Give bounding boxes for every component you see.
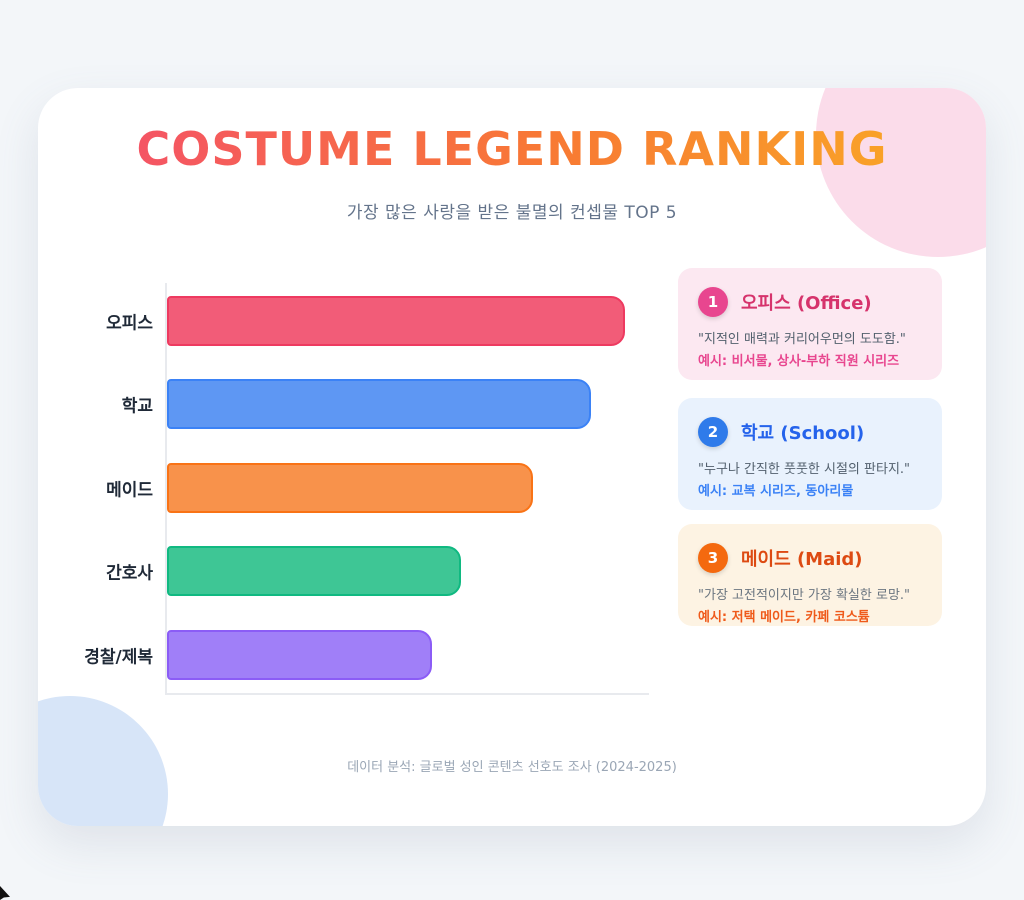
- rank-3-badge: 3: [698, 543, 728, 573]
- bar-row-police: 경찰/제복: [84, 630, 649, 680]
- bar-label: 메이드: [106, 480, 153, 501]
- rank-card-office: 1 오피스 (Office) "지적인 매력과 커리어우먼의 도도함." 예시:…: [678, 268, 942, 380]
- rank-card-quote: "가장 고전적이지만 가장 확실한 로망.": [698, 588, 911, 603]
- bar-label: 간호사: [106, 563, 153, 584]
- rank-card-title: 학교 (School): [741, 423, 865, 444]
- bar-row-nurse: 간호사: [106, 546, 649, 596]
- rank-card-example: 예시: 저택 메이드, 카페 코스튬: [698, 610, 870, 625]
- bar-label: 학교: [121, 396, 153, 417]
- rank-card-title: 메이드 (Maid): [741, 549, 863, 570]
- rank-card-example: 예시: 비서물, 상사-부하 직원 시리즈: [698, 354, 900, 369]
- rank-card-header: 3 메이드 (Maid): [698, 543, 922, 573]
- rank-card-maid: 3 메이드 (Maid) "가장 고전적이지만 가장 확실한 로망." 예시: …: [678, 524, 942, 626]
- page-title: COSTUME LEGEND RANKING: [38, 120, 986, 178]
- data-source-note: 데이터 분석: 글로벌 성인 콘텐츠 선호도 조사 (2024-2025): [347, 760, 677, 775]
- bar-office: [167, 296, 625, 346]
- rank-card-school: 2 학교 (School) "누구나 간직한 풋풋한 시절의 판타지." 예시:…: [678, 398, 942, 510]
- bar-chart: 오피스 학교 메이드 간호사 경찰/제복: [84, 283, 649, 695]
- rank-card-header: 1 오피스 (Office): [698, 287, 922, 317]
- rank-card-quote: "누구나 간직한 풋풋한 시절의 판타지.": [698, 462, 911, 477]
- rank-card-header: 2 학교 (School): [698, 417, 922, 447]
- bar-maid: [167, 463, 534, 513]
- bar-row-maid: 메이드: [106, 463, 649, 513]
- bar-nurse: [167, 546, 462, 596]
- infographic-card: COSTUME LEGEND RANKING 가장 많은 사랑을 받은 불멸의 …: [38, 88, 986, 826]
- bar-row-office: 오피스: [106, 296, 649, 346]
- rank-card-example: 예시: 교복 시리즈, 동아리물: [698, 484, 854, 499]
- bar-police: [167, 630, 433, 680]
- rank-card-title: 오피스 (Office): [741, 293, 872, 314]
- bar-row-school: 학교: [122, 379, 649, 429]
- rank-card-quote: "지적인 매력과 커리어우먼의 도도함.": [698, 332, 906, 347]
- rank-2-badge: 2: [698, 417, 728, 447]
- mouse-cursor-icon: [0, 886, 10, 900]
- bar-school: [167, 379, 592, 429]
- bar-label: 경찰/제복: [84, 647, 153, 668]
- page-subtitle: 가장 많은 사랑을 받은 불멸의 컨셉물 TOP 5: [346, 203, 678, 223]
- bar-label: 오피스: [106, 313, 153, 334]
- rank-1-badge: 1: [698, 287, 728, 317]
